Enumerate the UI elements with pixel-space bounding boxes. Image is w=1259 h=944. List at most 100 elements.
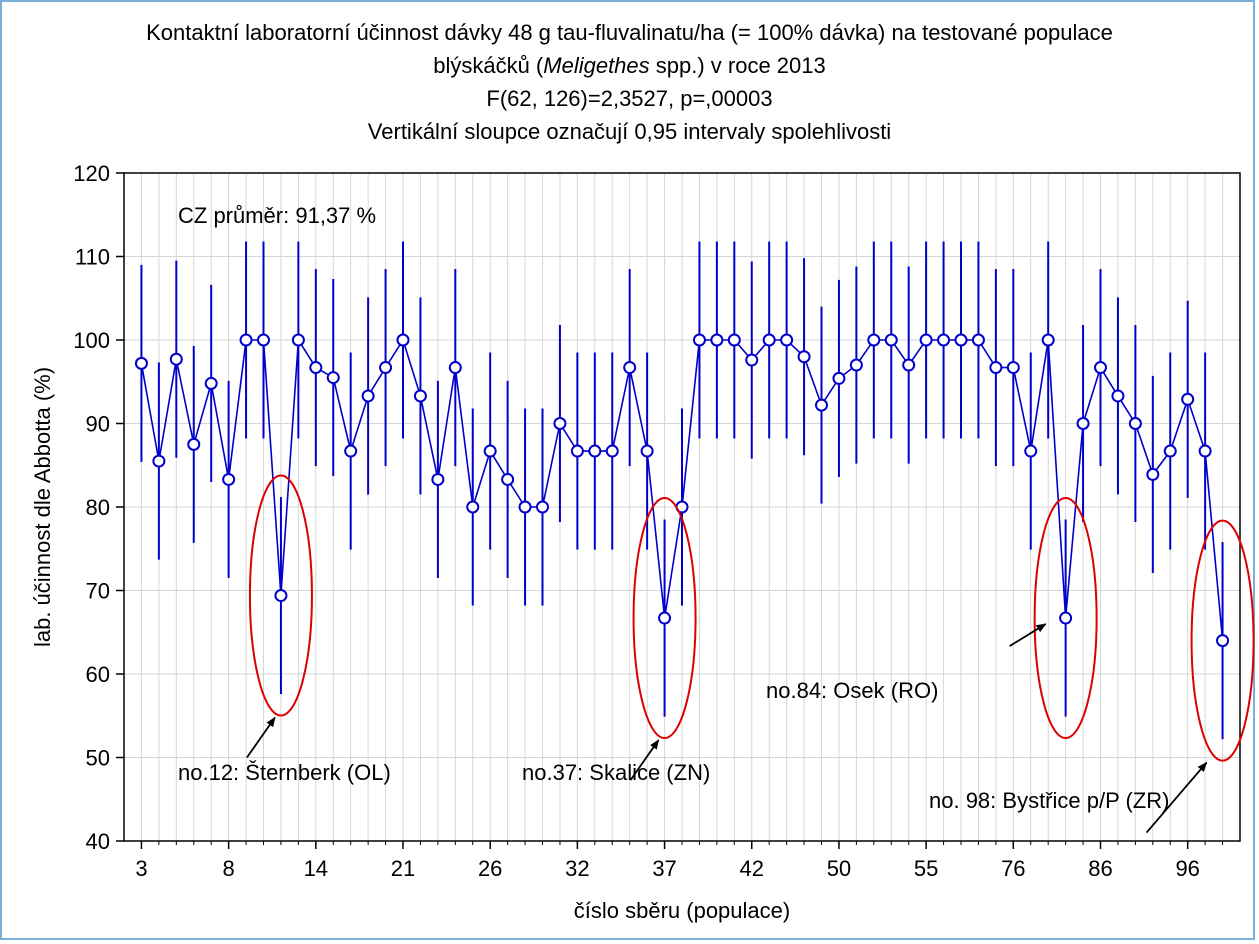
annotation-arrow	[1009, 623, 1047, 647]
data-points	[134, 333, 1230, 648]
annotation-sternberk: no.12: Šternberk (OL)	[178, 760, 391, 785]
highlight-ellipse	[248, 474, 313, 717]
data-point	[448, 361, 462, 375]
data-point	[640, 444, 654, 458]
data-point	[309, 361, 323, 375]
x-tick-label: 32	[565, 856, 589, 881]
data-point	[797, 350, 811, 364]
x-tick-label: 76	[1001, 856, 1025, 881]
y-tick-label: 110	[75, 245, 110, 270]
data-point	[204, 376, 218, 390]
x-tick-label: 42	[740, 856, 764, 881]
data-point	[971, 333, 985, 347]
data-point	[239, 333, 253, 347]
data-point	[536, 500, 549, 514]
data-point	[518, 500, 532, 514]
data-point	[570, 444, 584, 458]
data-point	[222, 472, 236, 486]
x-tick-label: 26	[478, 856, 502, 881]
data-point	[187, 437, 201, 451]
y-axis-label: lab. účinnost dle Abbotta (%)	[30, 367, 55, 647]
highlight-ellipse	[632, 497, 697, 740]
data-point	[762, 333, 776, 347]
data-point	[1163, 444, 1177, 458]
y-tick-label: 60	[86, 662, 110, 687]
annotation-arrows	[246, 623, 1208, 834]
data-point	[169, 352, 183, 366]
data-point	[344, 444, 358, 458]
x-tick-label: 55	[914, 856, 938, 881]
data-point	[361, 389, 375, 403]
x-tick-label: 8	[223, 856, 235, 881]
data-point	[1041, 333, 1055, 347]
data-point	[1216, 634, 1230, 648]
title-line-2-a: blýskáčků (	[433, 53, 544, 78]
data-point	[396, 333, 410, 347]
data-point	[274, 589, 288, 603]
x-tick-label: 3	[135, 856, 147, 881]
x-tick-label: 37	[652, 856, 676, 881]
title-line-2-italic: Meligethes	[543, 53, 650, 78]
data-point	[1128, 417, 1142, 430]
data-point	[780, 333, 794, 347]
data-point	[902, 358, 916, 372]
data-point	[727, 333, 741, 347]
y-tick-label: 90	[86, 412, 110, 437]
title-line-3: F(62, 126)=2,3527, p=,00003	[486, 86, 773, 111]
x-tick-label: 50	[827, 856, 851, 881]
data-point	[1094, 361, 1107, 375]
data-point	[152, 454, 166, 468]
y-tick-label: 120	[73, 161, 110, 186]
data-point	[553, 417, 567, 430]
data-point	[501, 472, 515, 486]
data-point	[1076, 417, 1090, 430]
data-point	[605, 444, 619, 458]
annotation-osek: no.84: Osek (RO)	[766, 678, 938, 703]
data-point	[291, 333, 305, 347]
data-point	[745, 353, 759, 367]
annotation-arrow	[246, 716, 276, 759]
data-point	[919, 333, 933, 347]
y-tick-label: 70	[86, 579, 110, 604]
x-tick-label: 21	[391, 856, 415, 881]
data-point	[832, 371, 846, 385]
data-point	[588, 444, 602, 458]
x-axis-label: číslo sběru (populace)	[574, 898, 790, 923]
data-point	[867, 333, 881, 347]
data-point	[1111, 389, 1125, 403]
title-line-1: Kontaktní laboratorní účinnost dávky 48 …	[146, 20, 1113, 45]
data-point	[937, 333, 951, 347]
annotation-arrow	[629, 739, 660, 781]
x-tick-label: 86	[1088, 856, 1112, 881]
data-point	[1198, 444, 1212, 458]
axis-ticks: 40 50 60 70 80 90 100 110 120 3 8 14 21 26 32 37 42 50 55 7…	[73, 161, 1224, 881]
y-tick-label: 40	[86, 829, 110, 854]
data-point	[954, 333, 968, 347]
data-point	[466, 500, 480, 514]
data-point	[413, 389, 427, 403]
highlight-ellipses	[248, 474, 1255, 762]
annotation-bystrice: no. 98: Bystřice p/P (ZR)	[929, 788, 1169, 813]
y-tick-label: 100	[73, 328, 110, 353]
x-tick-label: 14	[304, 856, 328, 881]
data-point	[483, 444, 497, 458]
data-point	[623, 361, 637, 375]
chart-title: Kontaktní laboratorní účinnost dávky 48 …	[0, 16, 1259, 148]
data-point	[1146, 467, 1160, 481]
data-point	[257, 333, 270, 347]
data-point	[815, 398, 828, 412]
annotation-arrow	[1145, 761, 1208, 834]
data-point	[1024, 444, 1038, 458]
annotation-skalice: no.37: Skalice (ZN)	[522, 760, 710, 785]
data-point	[884, 333, 898, 347]
annotation-cz-mean: CZ průměr: 91,37 %	[178, 203, 376, 228]
data-point	[1181, 392, 1195, 406]
data-point	[710, 333, 724, 347]
y-tick-label: 80	[86, 495, 110, 520]
data-point	[134, 356, 148, 370]
data-point	[1006, 361, 1020, 375]
highlight-ellipse	[1190, 519, 1255, 762]
data-point	[1059, 611, 1073, 625]
